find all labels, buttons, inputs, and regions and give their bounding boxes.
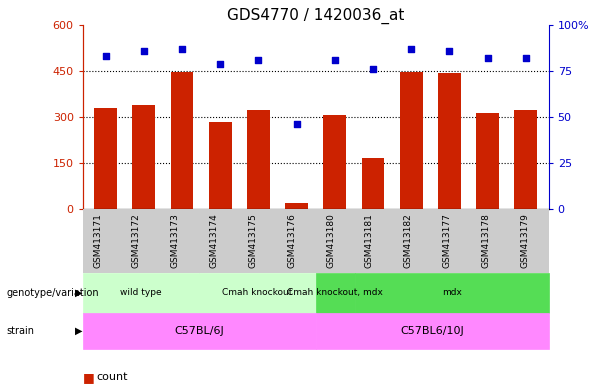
Bar xyxy=(170,72,194,209)
Bar xyxy=(438,73,461,209)
Text: GSM413181: GSM413181 xyxy=(365,214,374,268)
Text: Cmah knockout, mdx: Cmah knockout, mdx xyxy=(287,288,383,297)
Text: GSM413175: GSM413175 xyxy=(248,214,257,268)
Point xyxy=(254,57,264,63)
Text: GSM413177: GSM413177 xyxy=(443,214,452,268)
Point xyxy=(139,48,149,54)
Point xyxy=(444,48,454,54)
Point xyxy=(368,66,378,72)
Point xyxy=(177,46,187,52)
Bar xyxy=(209,122,232,209)
Text: GSM413171: GSM413171 xyxy=(93,214,102,268)
Title: GDS4770 / 1420036_at: GDS4770 / 1420036_at xyxy=(227,7,405,23)
Bar xyxy=(400,72,422,209)
Text: Cmah knockout: Cmah knockout xyxy=(223,288,292,297)
Bar xyxy=(476,113,499,209)
Text: C57BL/6J: C57BL/6J xyxy=(174,326,224,336)
Text: GSM413173: GSM413173 xyxy=(171,214,180,268)
Text: mdx: mdx xyxy=(441,288,462,297)
Text: wild type: wild type xyxy=(120,288,162,297)
Text: ▶: ▶ xyxy=(75,288,82,298)
Text: GSM413178: GSM413178 xyxy=(481,214,490,268)
Text: count: count xyxy=(97,372,128,382)
Text: genotype/variation: genotype/variation xyxy=(6,288,99,298)
Bar xyxy=(285,202,308,209)
Point xyxy=(406,46,416,52)
Text: strain: strain xyxy=(6,326,34,336)
Bar xyxy=(94,108,117,209)
Bar xyxy=(323,115,346,209)
Point xyxy=(292,121,302,127)
Bar xyxy=(132,106,155,209)
Bar xyxy=(247,110,270,209)
Point xyxy=(482,55,492,61)
Text: ▶: ▶ xyxy=(75,326,82,336)
Point xyxy=(101,53,110,60)
Text: GSM413180: GSM413180 xyxy=(326,214,335,268)
Text: GSM413172: GSM413172 xyxy=(132,214,141,268)
Text: C57BL6/10J: C57BL6/10J xyxy=(400,326,464,336)
Text: GSM413182: GSM413182 xyxy=(404,214,413,268)
Point xyxy=(330,57,340,63)
Text: GSM413176: GSM413176 xyxy=(287,214,296,268)
Text: ■: ■ xyxy=(83,371,94,384)
Text: GSM413174: GSM413174 xyxy=(210,214,219,268)
Point xyxy=(521,55,531,61)
Point xyxy=(215,61,225,67)
Bar xyxy=(514,110,537,209)
Bar xyxy=(362,158,384,209)
Text: GSM413179: GSM413179 xyxy=(520,214,529,268)
